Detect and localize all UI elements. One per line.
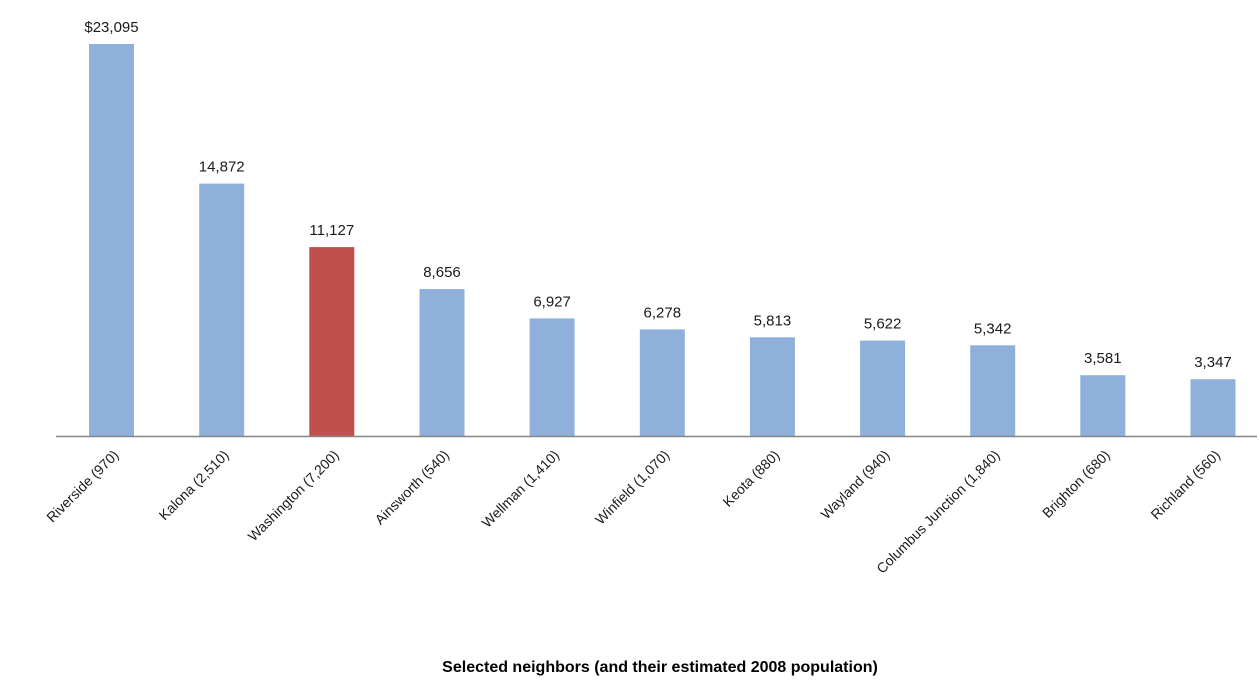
bar bbox=[970, 345, 1016, 436]
bar-value-label: 6,278 bbox=[644, 304, 682, 321]
x-tick-label: Riverside (970) bbox=[43, 447, 121, 525]
bar-value-label: 5,813 bbox=[754, 312, 792, 329]
bar-value-label: 8,656 bbox=[423, 264, 461, 281]
x-tick-label: Winfield (1,070) bbox=[592, 447, 673, 528]
bar bbox=[199, 183, 245, 436]
bar bbox=[89, 44, 134, 436]
bar-value-label: 3,581 bbox=[1084, 350, 1122, 367]
bar-value-label: 5,342 bbox=[974, 320, 1012, 337]
bar bbox=[529, 318, 575, 436]
bar bbox=[860, 340, 906, 436]
x-tick-label: Brighton (680) bbox=[1039, 447, 1113, 521]
x-tick-label: Richland (560) bbox=[1147, 447, 1223, 523]
x-tick-label: Keota (880) bbox=[719, 447, 782, 510]
bar bbox=[639, 329, 685, 436]
bar-value-label: 14,872 bbox=[199, 159, 245, 176]
x-tick-label: Ainsworth (540) bbox=[371, 447, 452, 528]
bar-value-label: 11,127 bbox=[309, 222, 354, 239]
bar bbox=[1080, 375, 1126, 436]
bar-value-label: 5,622 bbox=[864, 316, 902, 333]
value-labels-group: $23,095 14,872 11,127 8,656 6,927 6,278 5,813 5… bbox=[84, 19, 1231, 371]
bar-value-label: 6,927 bbox=[533, 293, 571, 310]
x-axis-title: Selected neighbors (and their estimated … bbox=[442, 659, 878, 676]
bars-group bbox=[89, 44, 1236, 436]
bar-value-label: $23,095 bbox=[84, 19, 138, 36]
x-tick-label: Kalona (2,510) bbox=[156, 447, 232, 523]
bar bbox=[419, 289, 465, 436]
x-tick-label: Wayland (940) bbox=[817, 447, 892, 522]
bar-value-label: 3,347 bbox=[1194, 354, 1232, 371]
x-tick-labels-group: Riverside (970) Kalona (2,510) Washington … bbox=[43, 447, 1223, 577]
x-tick-label: Wellman (1,410) bbox=[478, 447, 562, 531]
bar bbox=[749, 337, 795, 436]
x-tick-label: Columbus Junction (1,840) bbox=[873, 447, 1003, 577]
bar bbox=[1190, 379, 1236, 436]
bar bbox=[309, 247, 355, 436]
x-tick-label: Washington (7,200) bbox=[245, 447, 342, 544]
